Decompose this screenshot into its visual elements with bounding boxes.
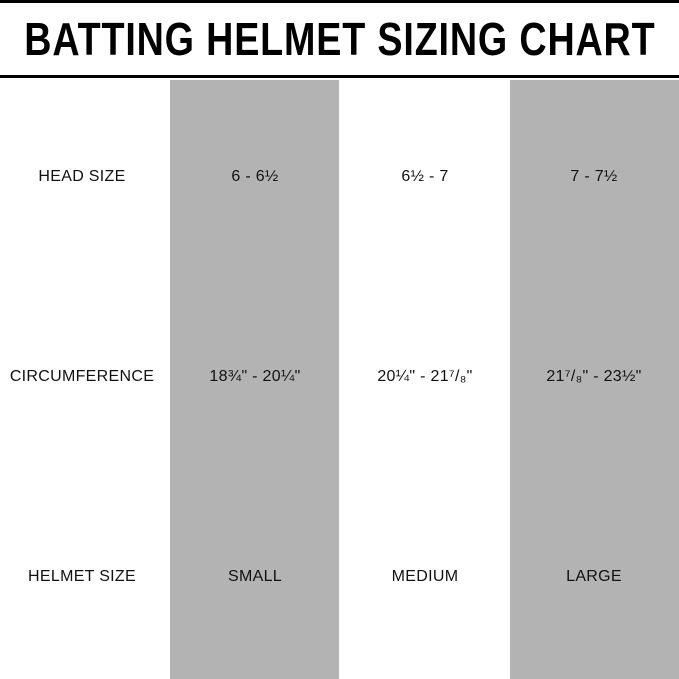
table-cell: 6½ - 7 — [401, 168, 449, 185]
small-column-shading — [170, 80, 339, 679]
table-cell: 7 - 7½ — [570, 168, 618, 185]
row-label-circumference: CIRCUMFERENCE — [9, 368, 155, 385]
table-cell: 6 - 6½ — [231, 168, 279, 185]
table-cell: 21⁷/₈" - 23½" — [546, 368, 642, 385]
page-title: BATTING HELMET SIZING CHART — [0, 3, 679, 75]
table-cell: MEDIUM — [391, 568, 459, 585]
row-label-helmet-size: HELMET SIZE — [28, 568, 136, 585]
table-cell: 20¼" - 21⁷/₈" — [377, 368, 473, 385]
row-label-head-size: HEAD SIZE — [38, 168, 126, 185]
table-cell: SMALL — [228, 568, 282, 585]
top-rule — [0, 0, 679, 3]
large-column-shading — [510, 80, 679, 679]
table-cell: 18¾" - 20¼" — [209, 368, 301, 385]
title-divider — [0, 75, 679, 78]
table-cell: LARGE — [566, 568, 622, 585]
title-text: BATTING HELMET SIZING CHART — [23, 13, 656, 65]
